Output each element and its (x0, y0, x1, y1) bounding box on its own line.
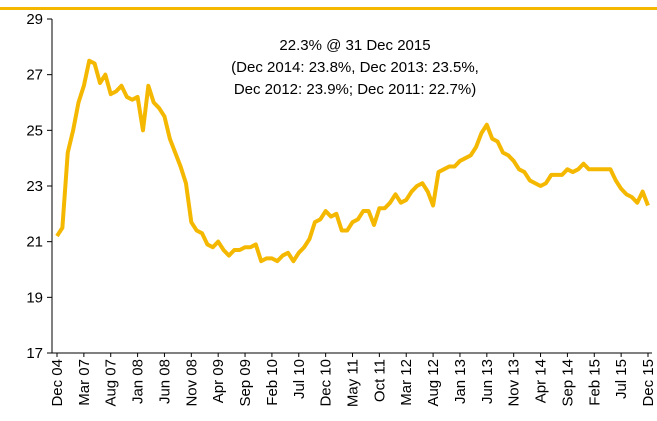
x-tick-label: Mar 12 (398, 359, 415, 406)
y-tick-label: 17 (26, 345, 43, 362)
x-tick-label: Jul 10 (291, 359, 308, 399)
x-tick-label: Dec 10 (318, 359, 335, 407)
x-tick-label: Aug 12 (425, 359, 442, 407)
x-tick-label: Feb 10 (264, 359, 281, 406)
y-tick-label: 29 (26, 11, 43, 28)
y-tick-label: 23 (26, 178, 43, 195)
x-tick-label: Nov 08 (183, 359, 200, 407)
x-tick-label: Dec 15 (640, 359, 657, 407)
x-tick-label: Jun 13 (479, 359, 496, 404)
x-tick-label: Mar 07 (76, 359, 93, 406)
x-tick-label: Feb 15 (586, 359, 603, 406)
x-tick-label: Jan 08 (130, 359, 147, 404)
x-tick-label: Aug 07 (103, 359, 120, 407)
annotation: 22.3% @ 31 Dec 2015 (279, 37, 430, 54)
y-tick-label: 25 (26, 122, 43, 139)
y-tick-label: 19 (26, 289, 43, 306)
x-tick-label: Jan 13 (452, 359, 469, 404)
x-tick-label: Sep 09 (237, 359, 254, 407)
x-tick-label: Nov 13 (506, 359, 523, 407)
y-tick-label: 27 (26, 67, 43, 84)
x-tick-label: Oct 11 (371, 359, 388, 402)
x-tick-label: Dec 04 (49, 359, 66, 407)
x-tick-label: Apr 14 (533, 359, 550, 403)
x-tick-label: Jul 15 (613, 359, 630, 399)
x-tick-label: May 11 (345, 359, 362, 407)
x-tick-label: Apr 09 (210, 359, 227, 403)
x-tick-label: Jun 08 (156, 359, 173, 404)
annotation: (Dec 2014: 23.8%, Dec 2013: 23.5%, (231, 59, 479, 76)
header-rule (0, 7, 657, 10)
annotation: Dec 2012: 23.9%; Dec 2011: 22.7%) (234, 81, 476, 98)
y-tick-label: 21 (26, 234, 43, 251)
x-tick-label: Sep 14 (559, 359, 576, 407)
line-series (55, 58, 650, 264)
